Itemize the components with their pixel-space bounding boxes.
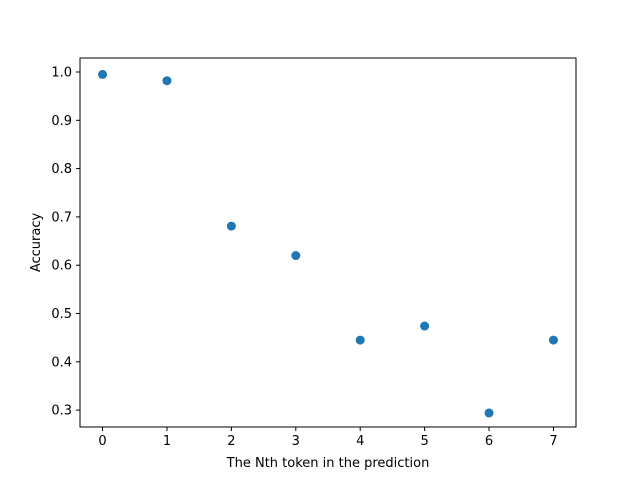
x-tick-label: 2 xyxy=(227,434,235,449)
data-point xyxy=(484,408,494,418)
axes: 0 1 2 3 4 5 6 7 0.3 0.4 0.5 0.6 0.7 0.8 0.9 1.0 xyxy=(51,57,577,449)
y-tick-label: 0.7 xyxy=(51,210,72,225)
data-point xyxy=(98,69,108,79)
x-tick-label: 0 xyxy=(98,434,106,449)
y-tick-label: 0.5 xyxy=(51,307,72,322)
x-tick-label: 7 xyxy=(549,434,557,449)
x-axis: 0 1 2 3 4 5 6 7 xyxy=(98,427,558,449)
y-tick-label: 0.4 xyxy=(51,355,72,370)
x-tick-label: 6 xyxy=(485,434,493,449)
plot-frame xyxy=(79,57,577,428)
x-tick-label: 4 xyxy=(356,434,364,449)
x-axis-label: The Nth token in the prediction xyxy=(226,456,430,471)
data-point xyxy=(291,251,301,261)
y-tick-label: 0.9 xyxy=(51,114,72,129)
data-point xyxy=(548,335,558,345)
data-point xyxy=(226,221,236,231)
data-point xyxy=(355,335,365,345)
data-point xyxy=(162,76,172,86)
data-point xyxy=(420,321,430,331)
data-points xyxy=(98,69,558,418)
y-tick-label: 0.6 xyxy=(51,259,72,274)
y-tick-label: 0.3 xyxy=(51,404,72,419)
y-axis: 0.3 0.4 0.5 0.6 0.7 0.8 0.9 1.0 xyxy=(51,66,80,419)
x-tick-label: 5 xyxy=(420,434,428,449)
y-tick-label: 0.8 xyxy=(51,162,72,177)
x-tick-label: 1 xyxy=(163,434,171,449)
y-axis-label: Accuracy xyxy=(29,213,44,273)
y-tick-label: 1.0 xyxy=(51,66,72,81)
x-tick-label: 3 xyxy=(292,434,300,449)
